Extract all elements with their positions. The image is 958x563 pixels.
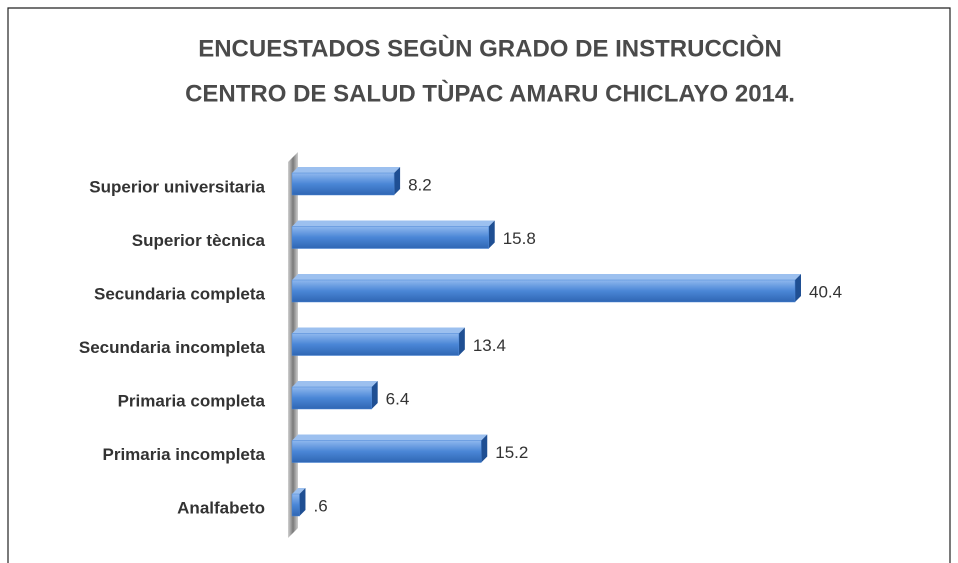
value-label: 15.8 [503,229,536,248]
bar-top [292,488,306,494]
bar [291,333,460,356]
category-label: Primaria completa [118,391,266,410]
bar [291,386,372,410]
bar [291,279,796,303]
bar [291,493,300,517]
bar-top [292,327,465,334]
bar-top [292,167,401,173]
bar-side [458,327,465,356]
category-label: Secundaria incompleta [79,338,266,357]
chart-title: ENCUESTADOS SEGÙN GRADO DE INSTRUCCIÒN [198,34,782,62]
bar-side [371,381,378,409]
category-label: Primaria incompleta [102,445,265,464]
frame [7,7,951,563]
bar [291,440,482,463]
bar [291,226,489,249]
bar-side [488,220,495,249]
value-label: 15.2 [495,443,528,462]
category-label: Analfabeto [177,498,265,517]
value-label: 6.4 [386,389,410,408]
value-label: 13.4 [473,336,506,355]
bar-side [299,488,306,516]
category-label: Secundaria completa [94,284,266,303]
value-label: .6 [313,496,327,515]
bar-side [481,434,488,463]
value-label: 8.2 [408,175,432,194]
bar-top [292,274,801,280]
value-label: 40.4 [809,282,842,301]
bar-top [292,434,488,441]
category-label: Superior universitaria [89,177,265,196]
bar [291,172,395,196]
category-label: Superior tècnica [132,231,266,250]
bar-side [394,167,401,195]
bar-top [292,220,495,227]
bar-top [292,381,378,387]
bar-side [795,274,801,302]
chart-title: CENTRO DE SALUD TÙPAC AMARU CHICLAYO 201… [185,79,795,107]
